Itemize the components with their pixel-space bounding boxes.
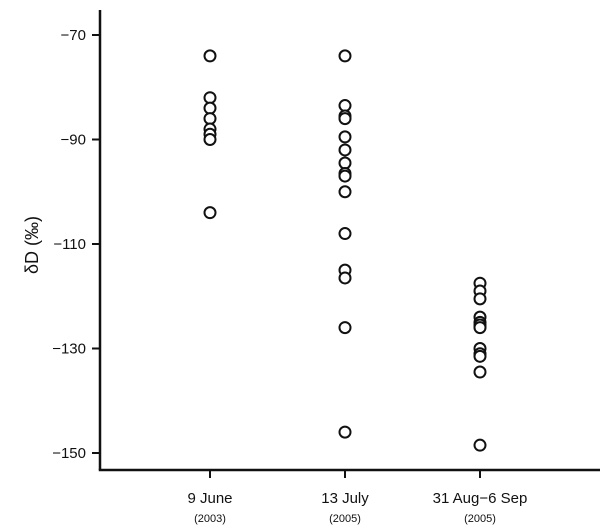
data-point [338,130,352,144]
data-point [473,321,487,335]
y-ticks: −70 −90 −110 −130 −150 [52,27,100,462]
axes [98,10,600,472]
y-tick-label: −70 [61,27,86,44]
data-point [338,156,352,170]
data-point [338,112,352,126]
data-point [203,91,217,105]
y-tick-label: −130 [52,341,86,358]
y-tick-label: −90 [61,132,86,149]
data-point [203,133,217,146]
data-point [338,185,352,199]
data-point [338,425,352,439]
y-tick-label: −110 [53,236,86,253]
data-point [338,143,352,157]
data-point [473,438,487,452]
data-point [338,227,352,241]
x-category-label: 31 Aug−6 Sep [433,490,528,507]
x-category-sublabel: (2005) [464,513,496,525]
data-point [473,349,487,363]
data-point [203,101,217,115]
data-point [338,99,352,113]
x-category-sublabel: (2005) [329,513,361,525]
data-point [473,365,487,379]
x-category-label: 13 July [321,490,369,507]
data-point [338,49,352,63]
y-axis-label: δD (‰) [22,216,42,274]
data-point [203,49,217,63]
data-point [203,206,217,220]
data-points [203,49,487,452]
data-point [338,321,352,335]
y-tick-label: −150 [52,445,86,462]
x-category-label: 9 June [187,490,232,507]
x-category-labels: 9 June (2003) 13 July (2005) 31 Aug−6 Sep (20… [187,470,527,525]
data-point [338,271,352,285]
data-point [338,169,352,183]
data-point [203,112,217,126]
data-point [473,292,487,306]
x-category-sublabel: (2003) [194,513,226,525]
